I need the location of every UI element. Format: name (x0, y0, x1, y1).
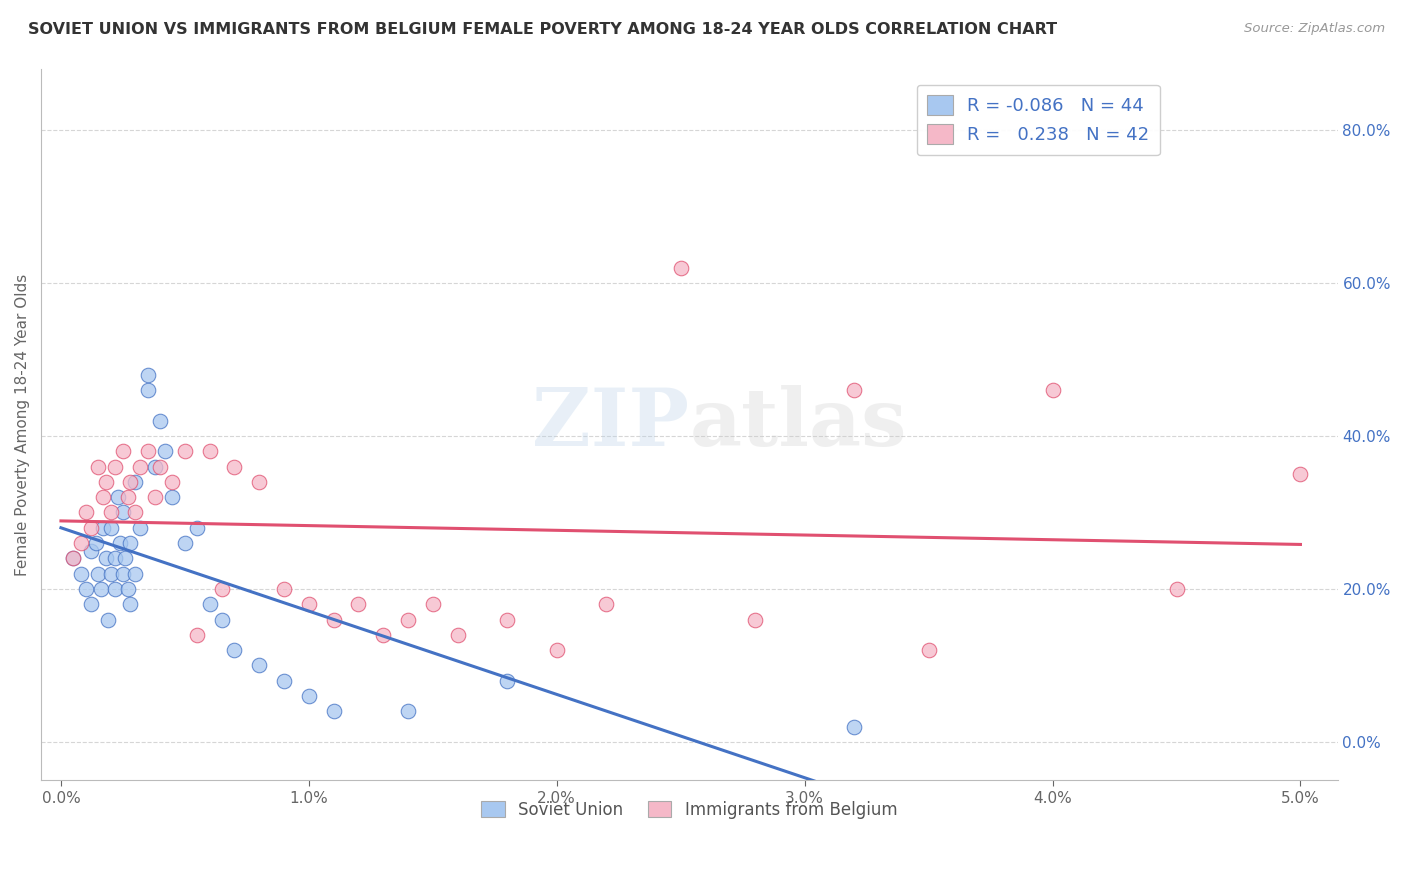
Point (129, 459, 152, 474)
Point (111, 566, 134, 581)
Point (80, 597, 103, 611)
Point (136, 368, 159, 382)
Text: ZIP: ZIP (533, 385, 689, 464)
Point (198, 444, 221, 458)
Point (84, 536, 107, 550)
Point (149, 414, 172, 428)
Point (124, 566, 146, 581)
Point (100, 566, 122, 581)
Point (62, 551, 84, 566)
Point (224, 643, 246, 657)
Text: SOVIET UNION VS IMMIGRANTS FROM BELGIUM FEMALE POVERTY AMONG 18-24 YEAR OLDS COR: SOVIET UNION VS IMMIGRANTS FROM BELGIUM … (28, 22, 1057, 37)
Y-axis label: Female Poverty Among 18-24 Year Olds: Female Poverty Among 18-24 Year Olds (15, 273, 30, 575)
Point (62, 551, 84, 566)
Point (211, 613, 233, 627)
Point (91, 521, 114, 535)
Point (94, 551, 117, 566)
Point (224, 459, 246, 474)
Point (396, 705, 419, 719)
Point (114, 551, 136, 566)
Point (669, 260, 692, 275)
Point (90, 582, 112, 596)
Point (80, 521, 103, 535)
Point (322, 705, 344, 719)
Point (94, 475, 117, 489)
Point (1166, 582, 1188, 596)
Point (496, 673, 519, 688)
Point (153, 444, 176, 458)
Point (198, 597, 221, 611)
Point (87, 459, 110, 474)
Point (136, 444, 159, 458)
Point (347, 597, 370, 611)
Point (136, 383, 159, 397)
Point (247, 475, 270, 489)
Point (75, 505, 97, 519)
Point (129, 521, 152, 535)
Point (69, 536, 91, 550)
Point (110, 536, 132, 550)
Point (104, 582, 127, 596)
Point (97, 613, 120, 627)
Point (186, 628, 208, 642)
Point (595, 597, 617, 611)
Point (117, 490, 139, 504)
Point (422, 597, 444, 611)
Point (69, 566, 91, 581)
Point (117, 582, 139, 596)
Point (149, 459, 172, 474)
Point (247, 658, 270, 673)
Point (91, 490, 114, 504)
Point (298, 597, 321, 611)
Point (273, 673, 295, 688)
Point (120, 597, 142, 611)
Point (373, 628, 395, 642)
Point (111, 444, 134, 458)
Text: atlas: atlas (689, 385, 907, 464)
Point (100, 505, 122, 519)
Point (446, 628, 468, 642)
Legend: Soviet Union, Immigrants from Belgium: Soviet Union, Immigrants from Belgium (475, 794, 904, 825)
Point (107, 490, 129, 504)
Point (917, 643, 939, 657)
Point (111, 505, 134, 519)
Point (1042, 383, 1064, 397)
Point (496, 613, 519, 627)
Point (162, 490, 184, 504)
Point (87, 566, 110, 581)
Point (100, 521, 122, 535)
Point (546, 643, 568, 657)
Point (120, 536, 142, 550)
Point (1289, 467, 1312, 482)
Point (143, 490, 166, 504)
Point (162, 475, 184, 489)
Point (104, 459, 127, 474)
Point (104, 551, 127, 566)
Point (273, 582, 295, 596)
Text: Source: ZipAtlas.com: Source: ZipAtlas.com (1244, 22, 1385, 36)
Point (120, 475, 142, 489)
Point (124, 475, 146, 489)
Point (844, 383, 866, 397)
Point (186, 521, 208, 535)
Point (174, 444, 197, 458)
Point (174, 536, 197, 550)
Point (143, 459, 166, 474)
Point (298, 689, 321, 703)
Point (80, 543, 103, 558)
Point (844, 720, 866, 734)
Point (744, 613, 766, 627)
Point (396, 613, 419, 627)
Point (124, 505, 146, 519)
Point (211, 582, 233, 596)
Point (75, 582, 97, 596)
Point (322, 613, 344, 627)
